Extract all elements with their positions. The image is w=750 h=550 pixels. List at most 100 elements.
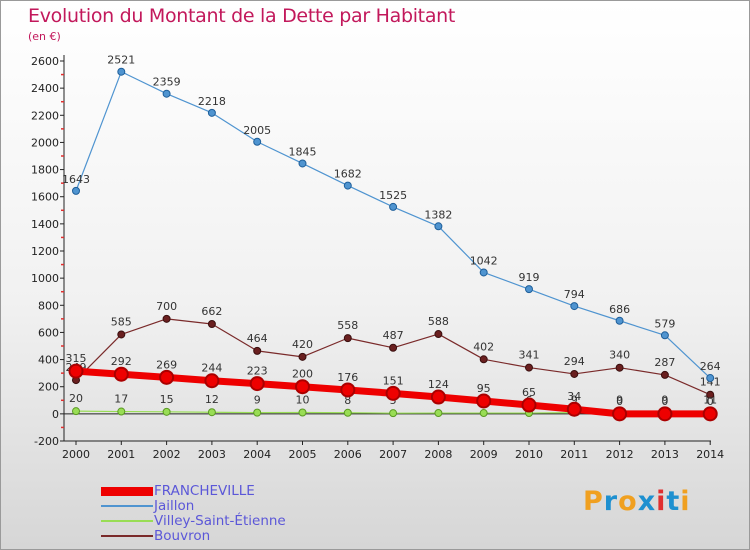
data-label-villey-saint-tienne: 9 (616, 394, 623, 407)
data-point-villey-saint-tienne (72, 407, 80, 416)
data-point-bouvron (207, 320, 216, 329)
data-point-villey-saint-tienne (298, 408, 307, 417)
data-label-jaillon: 1643 (62, 173, 90, 186)
logo-letter: i (656, 486, 667, 517)
data-point-bouvron (343, 334, 352, 343)
data-label-bouvron: 287 (654, 356, 675, 369)
data-label-francheville: 34 (567, 390, 581, 403)
legend-swatch (101, 520, 153, 522)
x-tick-label: 2003 (198, 448, 226, 461)
data-point-francheville (521, 397, 537, 413)
data-point-bouvron (479, 355, 488, 364)
data-label-villey-saint-tienne: 9 (571, 394, 578, 407)
data-point-bouvron (615, 363, 624, 372)
x-tick-label: 2004 (243, 448, 271, 461)
data-point-francheville (204, 373, 220, 389)
y-tick-label: 1200 (31, 245, 59, 258)
data-point-francheville (113, 366, 129, 382)
data-label-bouvron: 464 (247, 332, 268, 345)
y-tick-label: 600 (38, 326, 59, 339)
data-point-francheville (476, 393, 492, 409)
data-point-jaillon (253, 137, 262, 146)
y-tick-label: 2000 (31, 136, 59, 149)
data-label-jaillon: 1682 (334, 168, 362, 181)
data-label-francheville: 124 (428, 378, 449, 391)
proxiti-logo: Proxiti (583, 486, 691, 517)
logo-letter: P (583, 486, 604, 517)
data-label-villey-saint-tienne: 9 (661, 394, 668, 407)
data-label-jaillon: 2218 (198, 95, 226, 108)
data-label-francheville: 0 (616, 395, 623, 408)
data-label-francheville: 151 (383, 374, 404, 387)
data-point-bouvron (525, 363, 533, 372)
data-point-jaillon (162, 89, 171, 98)
x-tick-label: 2014 (696, 448, 724, 461)
data-point-jaillon (706, 374, 715, 383)
data-label-bouvron: 588 (428, 315, 449, 328)
data-label-jaillon: 579 (654, 317, 675, 330)
data-point-jaillon (525, 285, 533, 294)
data-point-villey-saint-tienne (207, 408, 216, 417)
data-point-jaillon (72, 186, 80, 195)
data-point-bouvron (570, 369, 579, 378)
data-point-francheville (340, 382, 356, 398)
data-point-jaillon (298, 159, 307, 168)
data-point-jaillon (117, 67, 126, 76)
y-tick-label: 200 (38, 381, 59, 394)
x-tick-label: 2008 (424, 448, 452, 461)
x-tick-label: 2005 (289, 448, 317, 461)
y-tick-label: 2400 (31, 82, 59, 95)
data-label-jaillon: 2359 (153, 76, 181, 89)
x-tick-label: 2007 (379, 448, 407, 461)
data-label-bouvron: 662 (201, 305, 222, 318)
data-label-bouvron: 402 (473, 340, 494, 353)
y-tick-label: 2200 (31, 109, 59, 122)
data-label-francheville: 0 (661, 395, 668, 408)
y-tick-label: 2600 (31, 55, 59, 68)
y-tick-label: 0 (52, 408, 59, 421)
data-point-villey-saint-tienne (117, 407, 126, 416)
data-point-francheville (566, 401, 582, 417)
data-point-bouvron (389, 343, 398, 352)
data-label-villey-saint-tienne: 17 (114, 393, 128, 406)
y-tick-label: 1800 (31, 164, 59, 177)
data-label-jaillon: 1525 (379, 189, 407, 202)
chart-title: Evolution du Montant de la Dette par Hab… (28, 5, 456, 27)
data-point-francheville (657, 406, 673, 422)
data-label-villey-saint-tienne: 10 (296, 394, 310, 407)
data-label-bouvron: 141 (700, 376, 721, 389)
x-tick-label: 2010 (515, 448, 543, 461)
data-point-villey-saint-tienne (434, 409, 443, 418)
x-tick-label: 2009 (470, 448, 498, 461)
data-point-jaillon (434, 222, 443, 231)
data-label-bouvron: 340 (609, 349, 630, 362)
data-point-bouvron (706, 390, 715, 399)
y-tick-label: 1400 (31, 218, 59, 231)
data-label-francheville: 315 (66, 352, 87, 365)
legend-swatch (101, 486, 153, 496)
data-label-villey-saint-tienne: 15 (160, 393, 174, 406)
data-point-jaillon (207, 108, 216, 117)
data-point-francheville (702, 406, 718, 422)
legend-swatch (101, 505, 153, 507)
data-point-villey-saint-tienne (479, 409, 488, 418)
data-point-francheville (295, 379, 310, 395)
data-label-francheville: 292 (111, 355, 132, 368)
data-point-francheville (612, 406, 628, 422)
data-label-bouvron: 558 (337, 319, 358, 332)
data-point-villey-saint-tienne (162, 407, 171, 416)
data-label-francheville: 65 (522, 386, 536, 399)
legend-label: Bouvron (154, 528, 211, 544)
legend-label: Jaillon (154, 498, 195, 514)
data-point-francheville (385, 385, 401, 401)
legend-label: Villey-Saint-Étienne (154, 513, 286, 529)
data-point-bouvron (434, 330, 443, 339)
data-point-francheville (430, 389, 446, 405)
data-label-jaillon: 919 (519, 271, 540, 284)
data-label-jaillon: 686 (609, 303, 630, 316)
y-tick-label: 400 (38, 354, 59, 367)
x-tick-label: 2002 (153, 448, 181, 461)
data-point-jaillon (570, 302, 579, 311)
